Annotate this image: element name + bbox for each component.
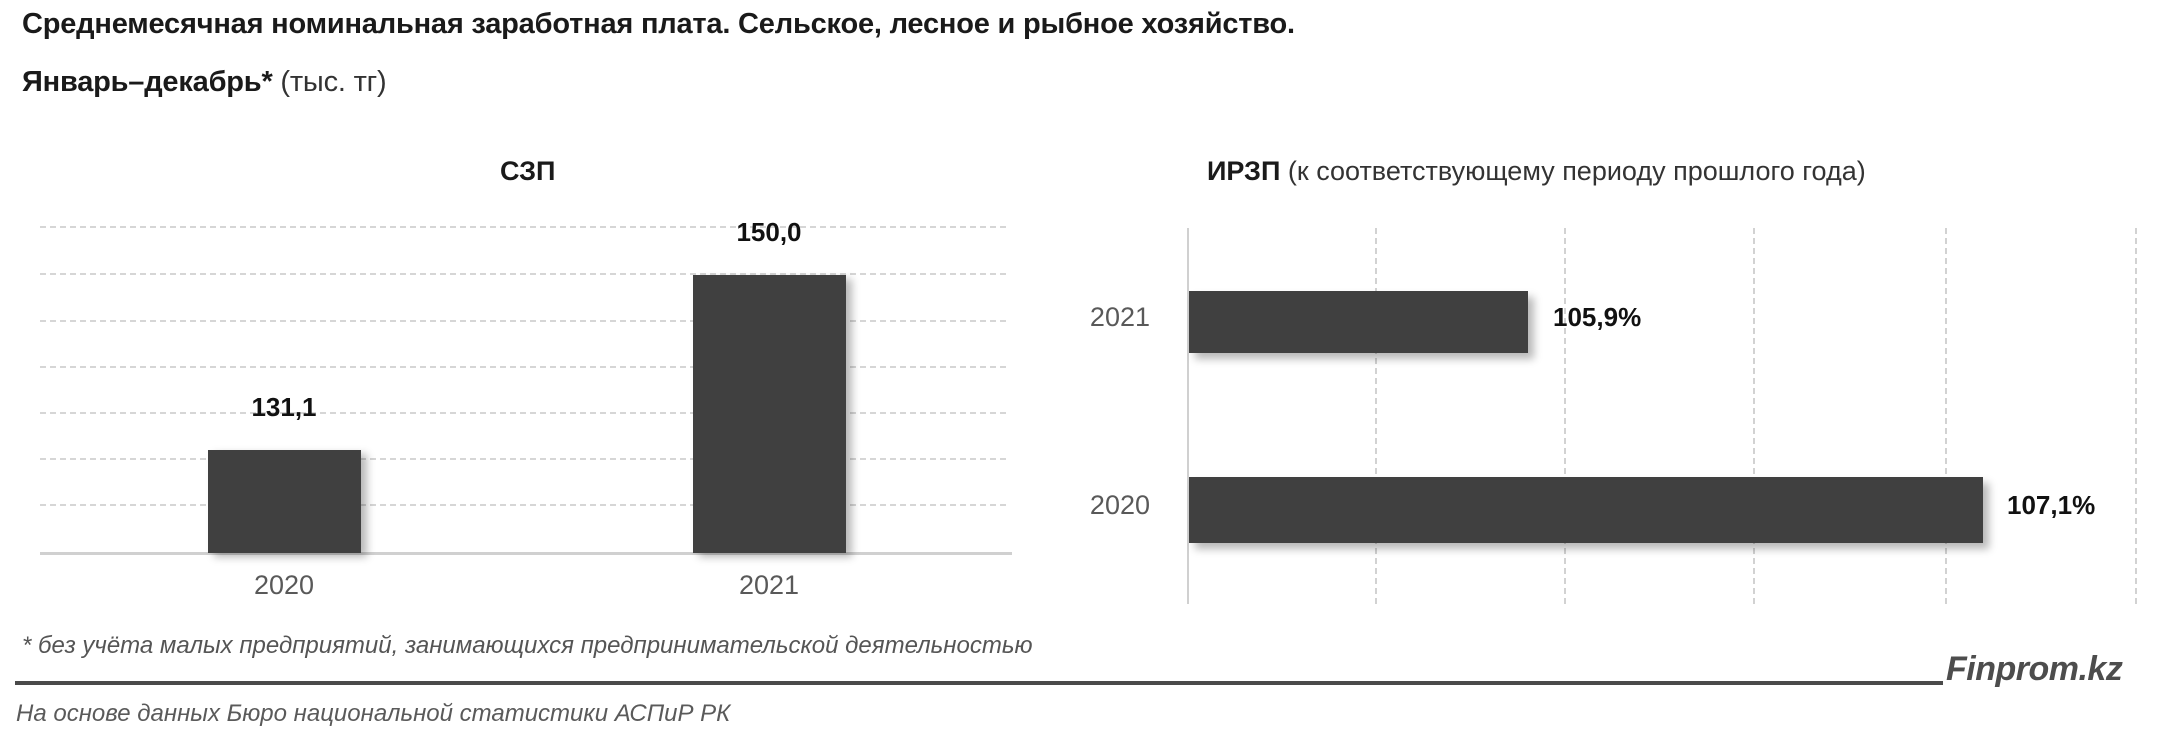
page-title: Среднемесячная номинальная заработная пл…	[22, 8, 1295, 40]
bar-value-label: 150,0	[736, 217, 802, 247]
irzp-title-rest: (к соответствующему периоду прошлого год…	[1280, 156, 1866, 186]
gridline	[1375, 228, 1377, 604]
gridline	[1945, 228, 1947, 604]
period-label: Январь–декабрь*	[22, 66, 273, 98]
gridline	[40, 412, 1006, 414]
x-axis-label: 2020	[253, 570, 315, 600]
x-axis-label: 2021	[738, 570, 800, 600]
bar-2020	[1189, 477, 1983, 543]
bar-value-label: 107,1%	[2007, 490, 2096, 520]
page-subtitle: Январь–декабрь* (тыс. тг)	[22, 66, 387, 99]
gridline	[40, 458, 1006, 460]
irzp-title-bold: ИРЗП	[1207, 156, 1281, 186]
gridline	[2135, 228, 2137, 604]
footer-divider	[15, 681, 1943, 685]
szp-title-text: СЗП	[500, 156, 556, 186]
unit-label: (тыс. тг)	[272, 66, 387, 98]
gridline	[40, 226, 1006, 228]
footnote: * без учёта малых предприятий, занимающи…	[22, 632, 1033, 659]
y-axis-label: 2021	[1089, 302, 1150, 332]
gridline	[40, 504, 1006, 506]
y-axis-label: 2020	[1089, 490, 1150, 520]
gridline	[40, 366, 1006, 368]
source-note: На основе данных Бюро национальной стати…	[16, 700, 731, 727]
bar-value-label: 105,9%	[1553, 302, 1642, 332]
finprom-logo: Finprom.kz	[1946, 650, 2123, 688]
x-axis-line	[40, 552, 1012, 555]
y-axis-line	[1187, 228, 1189, 604]
bar-2021	[1189, 291, 1528, 353]
szp-chart-title: СЗП	[500, 156, 555, 187]
gridline	[1753, 228, 1755, 604]
gridline	[40, 320, 1006, 322]
gridline	[1564, 228, 1566, 604]
gridline	[40, 273, 1006, 275]
irzp-chart-title: ИРЗП (к соответствующему периоду прошлог…	[1207, 156, 1866, 187]
bar-value-label: 131,1	[251, 392, 317, 422]
bar-2021	[693, 275, 846, 553]
bar-2020	[208, 450, 361, 553]
